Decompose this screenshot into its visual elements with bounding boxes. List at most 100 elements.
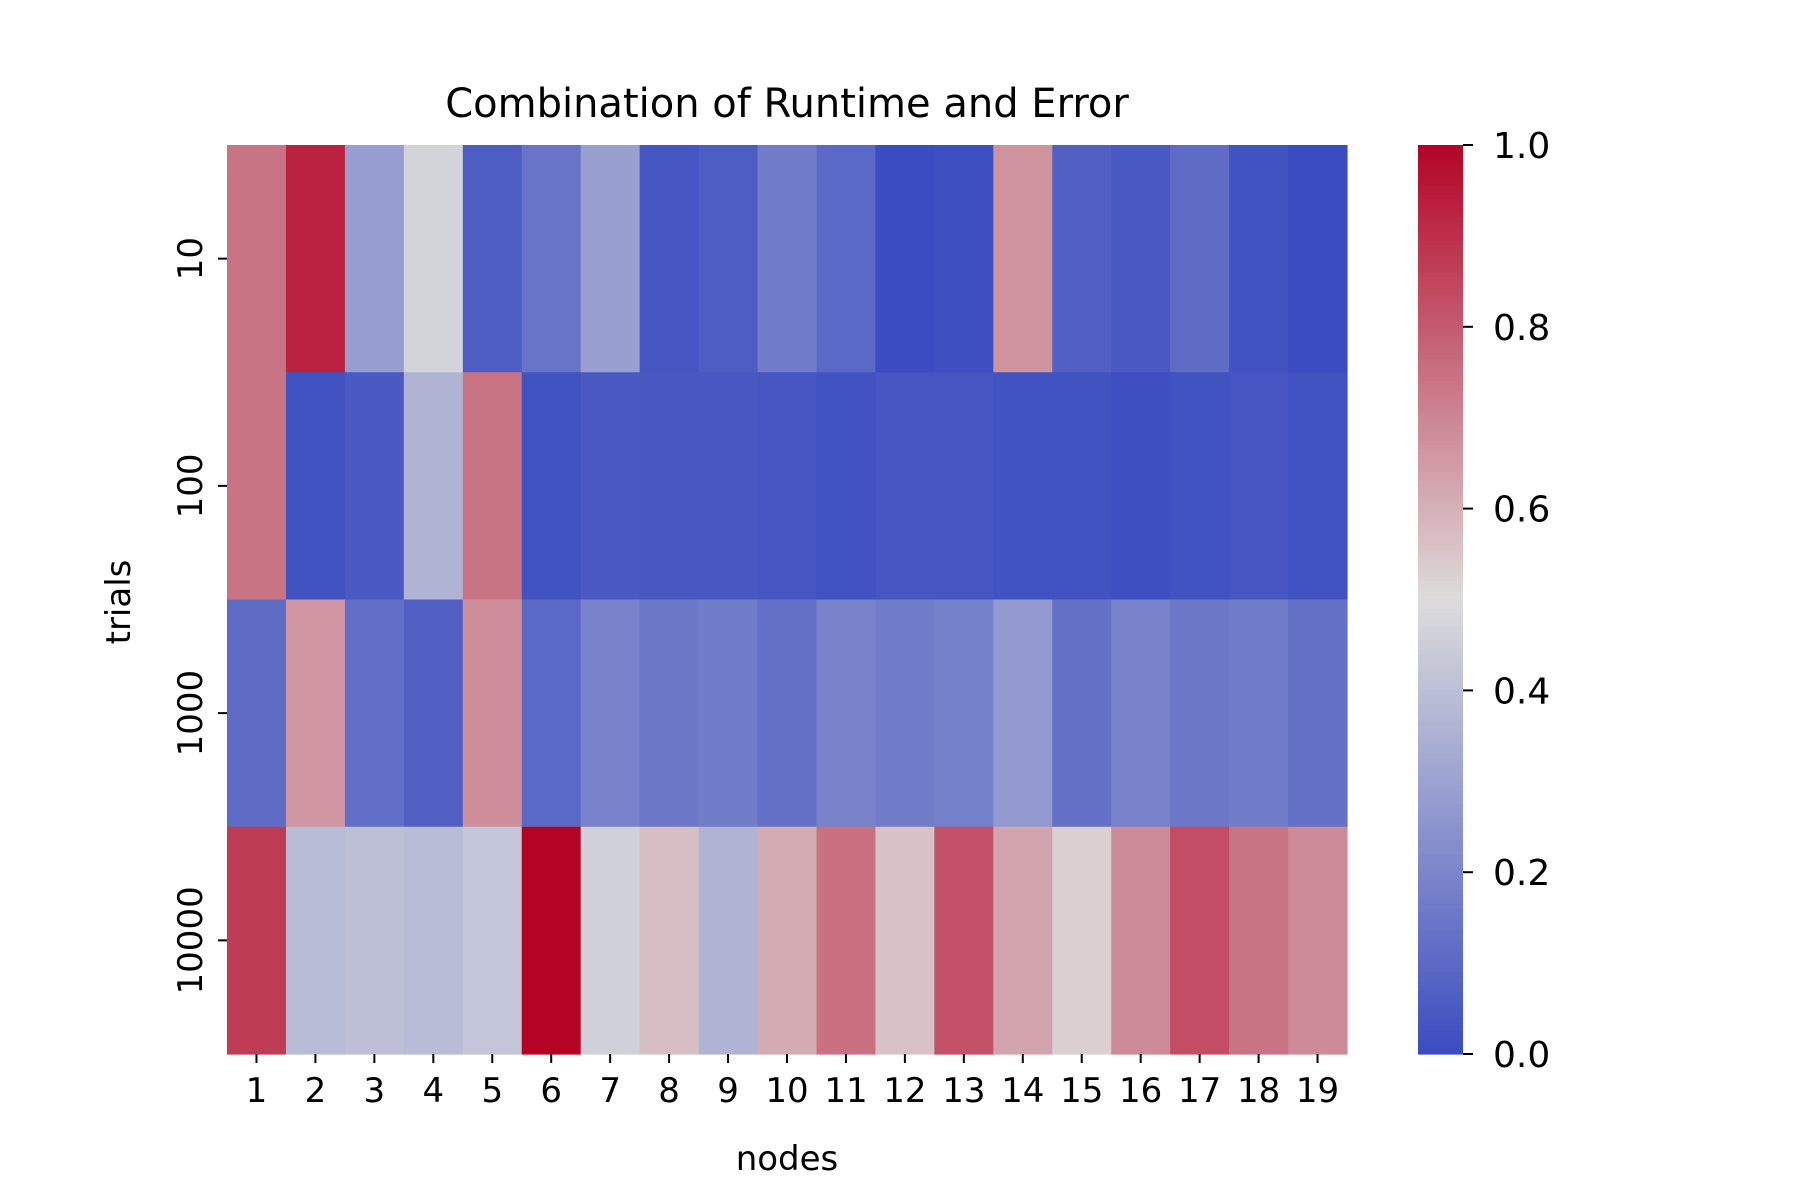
y-tick-label: 10 — [171, 237, 211, 280]
heatmap-cell — [462, 826, 523, 1055]
colorbar-segment — [1418, 885, 1463, 891]
colorbar-segment — [1418, 654, 1463, 660]
colorbar-segment — [1418, 372, 1463, 378]
colorbar-segment — [1418, 317, 1463, 323]
colorbar-segment — [1418, 726, 1463, 732]
colorbar-segment — [1418, 913, 1463, 919]
colorbar-segment — [1418, 617, 1463, 623]
colorbar-segment — [1418, 722, 1463, 728]
colorbar-segment — [1418, 167, 1463, 173]
heatmap-cell — [344, 826, 405, 1055]
colorbar-tick-label: 0.8 — [1493, 308, 1550, 349]
colorbar-segment — [1418, 781, 1463, 787]
colorbar-segment — [1418, 735, 1463, 741]
x-tick-label: 13 — [942, 1071, 985, 1111]
colorbar-segment — [1418, 590, 1463, 596]
colorbar-segment — [1418, 585, 1463, 592]
x-tick-label: 1 — [246, 1071, 268, 1111]
heatmap-cell — [1052, 372, 1112, 601]
colorbar-segment — [1418, 731, 1463, 737]
colorbar-segment — [1418, 685, 1463, 691]
colorbar-segment — [1418, 554, 1463, 560]
colorbar-segment — [1418, 985, 1463, 991]
colorbar-segment — [1418, 872, 1463, 878]
colorbar-segment — [1418, 904, 1463, 910]
colorbar-segment — [1418, 254, 1463, 260]
x-axis-label: nodes — [736, 1139, 839, 1179]
colorbar-segment — [1418, 826, 1463, 832]
heatmap-cell — [403, 372, 464, 601]
heatmap-cell — [1111, 599, 1171, 828]
colorbar-segment — [1418, 1008, 1463, 1014]
colorbar-segment — [1418, 644, 1463, 651]
colorbar-segment — [1418, 158, 1463, 164]
colorbar-segment — [1418, 426, 1463, 432]
colorbar-segment — [1418, 876, 1463, 882]
colorbar-segment — [1418, 744, 1463, 751]
colorbar-segment — [1418, 931, 1463, 937]
heatmap-cell — [639, 826, 700, 1055]
x-tick-label: 15 — [1060, 1071, 1103, 1111]
colorbar-segment — [1418, 631, 1463, 637]
chart-title: Combination of Runtime and Error — [445, 81, 1129, 127]
heatmap-cell — [521, 599, 582, 828]
colorbar-segment — [1418, 776, 1463, 782]
colorbar-segment — [1418, 626, 1463, 632]
colorbar-segment — [1418, 713, 1463, 719]
colorbar-segment — [1418, 549, 1463, 555]
colorbar-segment — [1418, 890, 1463, 896]
heatmap-cell — [285, 826, 346, 1055]
colorbar-segment — [1418, 258, 1463, 264]
heatmap-cell — [698, 372, 759, 601]
colorbar-segment — [1418, 694, 1463, 701]
colorbar-segment — [1418, 454, 1463, 460]
colorbar-segment — [1418, 294, 1463, 301]
x-axis-ticks: 1 2 3 4 5 6 7 8 9 10 11 12 13 14 15 16 17 18 19 — [246, 1054, 1339, 1111]
colorbar-segment — [1418, 1031, 1463, 1037]
heatmap-cell — [1288, 599, 1348, 828]
heatmap-cell — [639, 372, 700, 601]
colorbar-segment — [1418, 808, 1463, 814]
heatmap-cell — [462, 145, 523, 373]
colorbar-segment — [1418, 213, 1463, 219]
colorbar-segment — [1418, 190, 1463, 196]
colorbar-tick-label: 0.2 — [1493, 853, 1550, 894]
colorbar-segment — [1418, 163, 1463, 169]
colorbar-segment — [1418, 863, 1463, 869]
colorbar-segment — [1418, 422, 1463, 428]
colorbar-segment — [1418, 899, 1463, 905]
colorbar-segment — [1418, 681, 1463, 687]
colorbar-segment — [1418, 835, 1463, 841]
heatmap-cell — [757, 826, 818, 1055]
colorbar-segment — [1418, 435, 1463, 442]
colorbar-segment — [1418, 304, 1463, 310]
colorbar-segment — [1418, 526, 1463, 532]
heatmap-cell — [757, 372, 818, 601]
colorbar-segment — [1418, 635, 1463, 642]
colorbar-segment — [1418, 331, 1463, 337]
colorbar-segment — [1418, 594, 1463, 601]
colorbar-segment — [1418, 926, 1463, 932]
colorbar-segment — [1418, 822, 1463, 828]
x-tick-label: 12 — [883, 1071, 926, 1111]
colorbar-segment — [1418, 613, 1463, 619]
x-tick-label: 10 — [765, 1071, 808, 1111]
heatmap-cell — [1288, 826, 1348, 1055]
heatmap-cell — [403, 599, 464, 828]
colorbar-segment — [1418, 717, 1463, 723]
colorbar-segment — [1418, 504, 1463, 510]
heatmap-cell — [993, 826, 1053, 1055]
colorbar-segment — [1418, 935, 1463, 941]
heatmap-cell — [816, 826, 877, 1055]
colorbar-segment — [1418, 385, 1463, 392]
colorbar-segment — [1418, 272, 1463, 278]
heatmap-cell — [1229, 145, 1289, 373]
colorbar-segment — [1418, 813, 1463, 819]
colorbar-segment — [1418, 313, 1463, 319]
heatmap-cell — [1052, 145, 1112, 373]
colorbar-segment — [1418, 494, 1463, 501]
heatmap-cell — [757, 599, 818, 828]
colorbar-segment — [1418, 999, 1463, 1005]
heatmap-cell — [875, 826, 935, 1055]
heatmap-cell — [580, 599, 641, 828]
